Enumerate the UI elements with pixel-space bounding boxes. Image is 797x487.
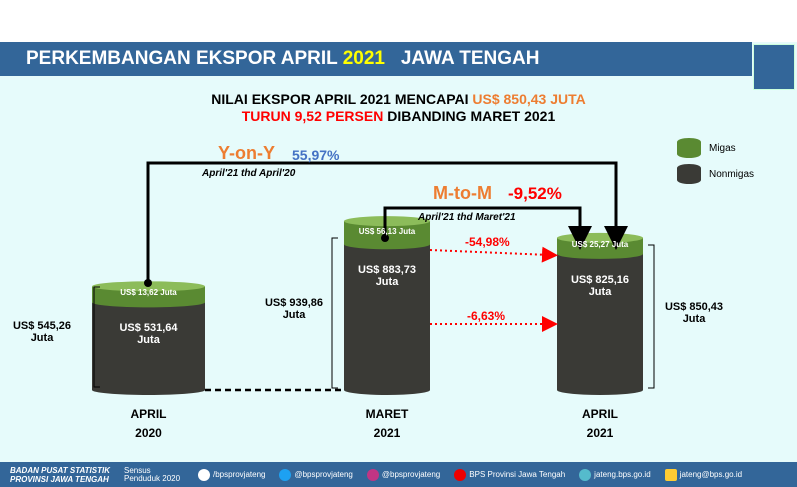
nonmigas-change: -6,63%	[467, 309, 506, 323]
mtm-value: -9,52%	[508, 184, 562, 203]
twitter-link[interactable]: @bpsprovjateng	[279, 468, 353, 481]
instagram-icon	[366, 468, 379, 481]
web-link[interactable]: jateng.bps.go.id	[579, 468, 651, 481]
bracket-mar21	[331, 237, 338, 389]
facebook-icon	[198, 468, 210, 481]
yoy-sub: April'21 thd April'20	[202, 168, 296, 179]
bar-base	[92, 385, 205, 395]
total-label: US$ 850,43 Juta	[664, 301, 724, 325]
total-label: US$ 545,26 Juta	[12, 320, 72, 344]
bracket-apr21	[648, 244, 655, 389]
sensus-logo	[753, 44, 795, 90]
mail-icon	[664, 468, 677, 481]
yoy-arrow	[146, 161, 628, 283]
legend-item-nonmigas: Nonmigas	[677, 164, 754, 184]
twitter-icon	[279, 468, 292, 481]
migas-swatch	[677, 138, 701, 158]
bar-migas-bottom	[557, 248, 643, 259]
migas-change: -54,98%	[465, 235, 510, 249]
nonmigas-swatch	[677, 164, 701, 184]
mtm-arrow	[383, 206, 592, 250]
globe-icon	[579, 468, 592, 481]
nonmigas-label: US$ 825,16 Juta	[570, 273, 630, 298]
category-label: APRIL 2020	[130, 407, 167, 440]
mtm-dot	[381, 234, 389, 242]
facebook-link[interactable]: /bpsprovjateng	[198, 468, 265, 481]
census-logo: Sensus Penduduk 2020	[124, 465, 181, 483]
migas-label: US$ 25,27 Juta	[571, 239, 629, 249]
bar-base	[344, 385, 430, 395]
page-title: PERKEMBANGAN EKSPOR APRIL 2021 JAWA TENG…	[0, 42, 752, 76]
bps-logo: BADAN PUSAT STATISTIK PROVINSI JAWA TENGA…	[10, 465, 110, 484]
bar-nonmigas	[344, 244, 430, 390]
bar-migas-bottom	[344, 239, 430, 250]
youtube-link[interactable]: BPS Provinsi Jawa Tengah	[454, 468, 565, 481]
yoy-dot	[144, 279, 152, 287]
yoy-label: Y-on-Y	[218, 143, 275, 163]
youtube-icon	[454, 468, 467, 481]
footer: BADAN PUSAT STATISTIK PROVINSI JAWA TENGA…	[0, 462, 797, 487]
migas-change-arrow	[429, 246, 558, 263]
category-label: APRIL 2021	[582, 407, 618, 440]
total-label: US$ 939,86 Juta	[264, 297, 324, 321]
mtm-sub: April'21 thd Maret'21	[418, 212, 516, 223]
bar-nonmigas	[557, 253, 643, 390]
email-link[interactable]: jateng@bps.go.id	[664, 468, 742, 481]
yoy-value: 55,97%	[292, 147, 340, 163]
bar-migas-bottom	[92, 297, 205, 308]
bar-top	[344, 216, 430, 227]
bracket-2020	[93, 286, 100, 388]
bar-nonmigas	[92, 302, 205, 390]
bar-migas	[344, 221, 430, 245]
migas-label: US$ 13,62 Juta	[120, 288, 177, 298]
headline-1: NILAI EKSPOR APRIL 2021 MENCAPAI US$ 850…	[211, 91, 586, 107]
legend: Migas Nonmigas	[677, 138, 754, 184]
instagram-link[interactable]: @bpsprovjateng	[366, 468, 440, 481]
migas-label: US$ 56,13 Juta	[358, 226, 416, 236]
category-label: MARET 2021	[365, 407, 409, 440]
headline-2: TURUN 9,52 PERSEN DIBANDING MARET 2021	[241, 108, 556, 124]
bar-base	[557, 385, 643, 395]
nonmigas-label: US$ 883,73 Juta	[357, 264, 417, 289]
mtm-label: M-to-M	[433, 183, 492, 203]
legend-item-migas: Migas	[677, 138, 754, 158]
nonmigas-label: US$ 531,64 Juta	[119, 322, 178, 347]
